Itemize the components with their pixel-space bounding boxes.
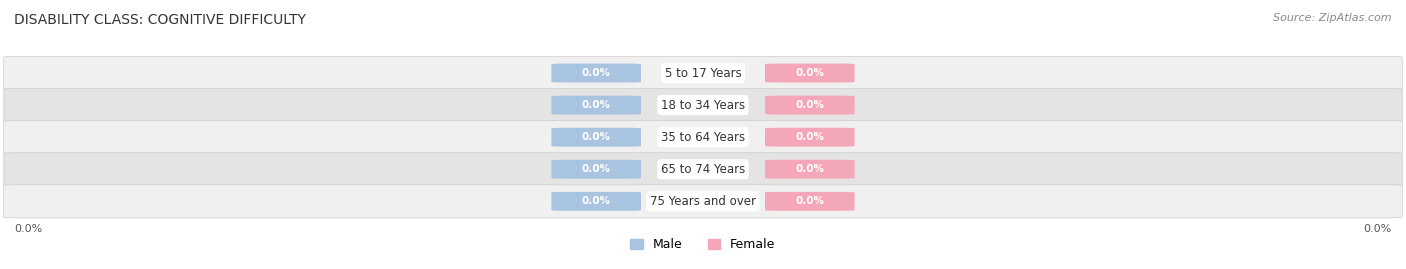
Text: 75 Years and over: 75 Years and over [650,195,756,208]
Text: 0.0%: 0.0% [582,68,610,78]
Text: 0.0%: 0.0% [1364,224,1392,234]
Text: 0.0%: 0.0% [796,68,824,78]
FancyBboxPatch shape [551,160,641,179]
Text: 0.0%: 0.0% [796,164,824,174]
Text: 0.0%: 0.0% [14,224,42,234]
Text: 0.0%: 0.0% [796,132,824,142]
FancyBboxPatch shape [551,192,641,211]
Text: 65 to 74 Years: 65 to 74 Years [661,163,745,176]
FancyBboxPatch shape [4,89,1402,122]
FancyBboxPatch shape [4,153,1402,186]
FancyBboxPatch shape [4,56,1402,90]
FancyBboxPatch shape [765,192,855,211]
FancyBboxPatch shape [4,185,1402,218]
FancyBboxPatch shape [765,160,855,179]
Text: Source: ZipAtlas.com: Source: ZipAtlas.com [1274,13,1392,23]
Text: DISABILITY CLASS: COGNITIVE DIFFICULTY: DISABILITY CLASS: COGNITIVE DIFFICULTY [14,13,307,27]
Text: 0.0%: 0.0% [796,100,824,110]
Text: 18 to 34 Years: 18 to 34 Years [661,99,745,112]
Text: 0.0%: 0.0% [582,196,610,206]
FancyBboxPatch shape [4,121,1402,154]
Text: 0.0%: 0.0% [582,164,610,174]
FancyBboxPatch shape [551,63,641,83]
Text: 0.0%: 0.0% [796,196,824,206]
Legend: Male, Female: Male, Female [630,238,776,251]
Text: 0.0%: 0.0% [582,100,610,110]
FancyBboxPatch shape [765,96,855,115]
FancyBboxPatch shape [765,128,855,147]
Text: 35 to 64 Years: 35 to 64 Years [661,131,745,144]
Text: 5 to 17 Years: 5 to 17 Years [665,66,741,80]
Text: 0.0%: 0.0% [582,132,610,142]
FancyBboxPatch shape [765,63,855,83]
FancyBboxPatch shape [551,128,641,147]
FancyBboxPatch shape [551,96,641,115]
